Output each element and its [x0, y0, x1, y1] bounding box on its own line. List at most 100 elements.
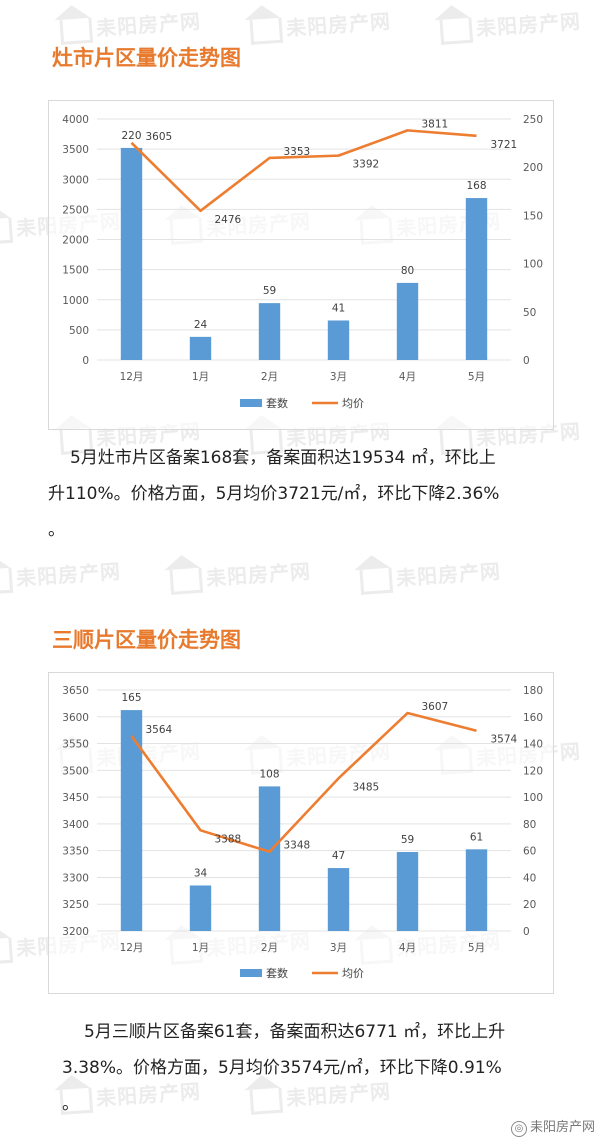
- bar: [465, 198, 488, 360]
- left-tick-label: 4000: [62, 114, 89, 126]
- right-tick-label: 180: [523, 685, 543, 697]
- line-data-label: 3353: [284, 146, 311, 158]
- right-tick-label: 0: [523, 355, 530, 367]
- right-tick-label: 20: [523, 899, 536, 911]
- line-data-label: 3392: [353, 159, 380, 171]
- left-tick-label: 3300: [62, 872, 89, 884]
- bar-data-label: 168: [466, 180, 486, 192]
- line-data-label: 2476: [215, 214, 242, 226]
- bar: [189, 336, 212, 360]
- line-data-label: 3564: [146, 724, 173, 736]
- left-tick-label: 0: [82, 355, 89, 367]
- chart-zaoshi: 0 500 1000 1500 2000 2500 3000 3500 4000 0 50 100 15…: [48, 100, 554, 430]
- left-tick-label: 3600: [62, 712, 89, 724]
- bar: [327, 320, 350, 360]
- house-icon: [0, 217, 14, 245]
- right-tick-label: 100: [523, 259, 543, 271]
- paragraph-line-text: 。: [62, 1094, 79, 1114]
- x-tick-label: 2月: [261, 942, 278, 954]
- paragraph-zaoshi: 5月灶市片区备案168套，备案面积达19534 ㎡，环比上 升110%。价格方面…: [48, 440, 578, 548]
- watermark: 耒阳房产网: [249, 5, 392, 45]
- right-tick-label: 60: [523, 846, 536, 858]
- paragraph-line-text: 5月三顺片区备案61套，备案面积达6771 ㎡，环比上升: [84, 1022, 506, 1042]
- left-tick-label: 3250: [62, 899, 89, 911]
- bar-data-label: 80: [401, 265, 414, 277]
- bar-data-label: 59: [263, 285, 276, 297]
- x-tick-label: 2月: [261, 371, 278, 383]
- bar: [258, 786, 281, 931]
- house-icon: [249, 17, 284, 45]
- x-tick-label: 5月: [468, 371, 485, 383]
- watermark-text: 耒阳房产网: [205, 559, 312, 591]
- house-icon: [169, 567, 204, 595]
- line-data-label: 3574: [491, 734, 518, 746]
- x-tick-label: 1月: [192, 371, 209, 383]
- chart-sanshun: 3200 3250 3300 3350 3400 3450 3500 3550 3600 3650…: [48, 672, 554, 994]
- paragraph-line-text: 3.38%。价格方面，5月均价3574元/㎡，环比下降0.91%: [62, 1058, 502, 1078]
- bar-data-label: 47: [332, 850, 345, 862]
- paragraph-line: 5月三顺片区备案61套，备案面积达6771 ㎡，环比上升: [62, 1014, 592, 1050]
- line-series: [130, 711, 477, 854]
- left-tick-label: 500: [69, 325, 89, 337]
- bar: [465, 849, 488, 931]
- left-tick-label: 3500: [62, 144, 89, 156]
- logo-icon: ◎: [510, 1121, 527, 1137]
- right-tick-label: 140: [523, 739, 543, 751]
- right-tick-label: 150: [523, 210, 543, 222]
- left-tick-label: 1000: [62, 295, 89, 307]
- left-tick-label: 3450: [62, 792, 89, 804]
- bar: [189, 885, 212, 931]
- right-tick-label: 40: [523, 872, 536, 884]
- left-tick-label: 3350: [62, 846, 89, 858]
- section-title-sanshun: 三顺片区量价走势图: [52, 628, 241, 652]
- paragraph-line-text: 升110%。价格方面，5月均价3721元/㎡，环比下降2.36%: [48, 484, 500, 504]
- line-data-label: 3811: [422, 118, 449, 130]
- x-tick-label: 3月: [330, 942, 347, 954]
- paragraph-line-text: 5月灶市片区备案168套，备案面积达19534 ㎡，环比上: [70, 448, 496, 468]
- bar-data-label: 61: [470, 831, 483, 843]
- line-data-label: 3605: [146, 131, 173, 143]
- paragraph-line: 5月灶市片区备案168套，备案面积达19534 ㎡，环比上: [48, 440, 578, 476]
- legend-label: 套数: [266, 967, 288, 980]
- right-tick-label: 250: [523, 114, 543, 126]
- watermark: 耒阳房产网: [0, 555, 122, 595]
- left-tick-label: 3400: [62, 819, 89, 831]
- right-tick-label: 120: [523, 765, 543, 777]
- watermark: 耒阳房产网: [439, 5, 582, 45]
- line-data-label: 3388: [215, 833, 242, 845]
- right-tick-label: 100: [523, 792, 543, 804]
- x-tick-label: 4月: [399, 371, 416, 383]
- right-tick-label: 80: [523, 819, 536, 831]
- paragraph-line: 升110%。价格方面，5月均价3721元/㎡，环比下降2.36%: [48, 476, 578, 512]
- bar-data-label: 34: [194, 867, 208, 879]
- bar: [258, 303, 281, 360]
- line-data-label: 3485: [353, 781, 380, 793]
- legend-label: 套数: [266, 397, 288, 410]
- house-icon: [59, 17, 94, 45]
- x-tick-label: 4月: [399, 942, 416, 954]
- watermark-text: 耒阳房产网: [285, 9, 392, 41]
- legend-bar-swatch: [240, 969, 262, 977]
- left-tick-label: 3200: [62, 926, 89, 938]
- x-tick-label: 12月: [120, 942, 144, 954]
- left-tick-label: 1500: [62, 265, 89, 277]
- chart-zaoshi-svg: 0 500 1000 1500 2000 2500 3000 3500 4000 0 50 100 15…: [62, 114, 543, 410]
- right-tick-label: 160: [523, 712, 543, 724]
- corner-logo: ◎ 耒阳房产网: [510, 1116, 595, 1137]
- line-data-label: 3348: [284, 840, 311, 852]
- legend-label: 均价: [342, 967, 364, 980]
- line-series: [130, 129, 477, 213]
- bar-data-label: 59: [401, 834, 414, 846]
- bar: [327, 868, 350, 931]
- watermark: 耒阳房产网: [359, 555, 502, 595]
- line-data-label: 3607: [422, 701, 449, 713]
- watermark: 耒阳房产网: [59, 5, 202, 45]
- x-tick-label: 5月: [468, 942, 485, 954]
- bar: [120, 710, 143, 931]
- right-tick-label: 50: [523, 307, 536, 319]
- house-icon: [359, 567, 394, 595]
- chart-sanshun-svg: 3200 3250 3300 3350 3400 3450 3500 3550 3600 3650…: [62, 685, 543, 980]
- house-icon: [439, 17, 474, 45]
- house-icon: [0, 567, 14, 595]
- bar: [120, 147, 143, 360]
